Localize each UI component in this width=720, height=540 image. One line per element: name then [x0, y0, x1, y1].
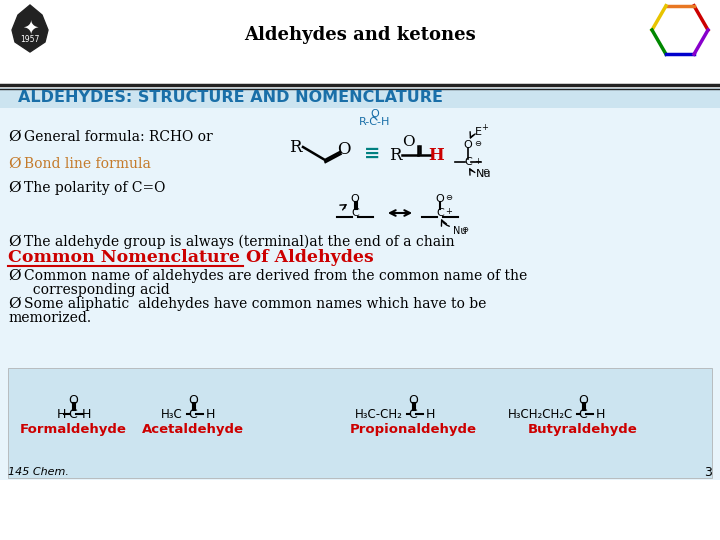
Text: +: +: [474, 157, 481, 165]
Text: C: C: [579, 408, 588, 421]
Text: ≡: ≡: [364, 144, 380, 163]
Text: O: O: [408, 394, 418, 407]
Text: O: O: [436, 194, 444, 204]
Text: H₃CH₂CH₂C: H₃CH₂CH₂C: [508, 408, 573, 421]
Text: ⊖: ⊖: [474, 139, 481, 148]
FancyBboxPatch shape: [8, 368, 712, 478]
Text: H: H: [206, 408, 215, 421]
Polygon shape: [12, 5, 48, 52]
Text: ALDEHYDES: STRUCTURE AND NOMENCLATURE: ALDEHYDES: STRUCTURE AND NOMENCLATURE: [18, 91, 443, 105]
Text: ✦: ✦: [22, 18, 38, 37]
Text: Some aliphatic  aldehydes have common names which have to be: Some aliphatic aldehydes have common nam…: [24, 297, 487, 311]
FancyBboxPatch shape: [0, 88, 720, 108]
Text: Ø: Ø: [8, 297, 21, 311]
Text: Formaldehyde: Formaldehyde: [19, 423, 127, 436]
Text: Ø: Ø: [8, 130, 21, 144]
Text: 1957: 1957: [20, 36, 40, 44]
Text: corresponding acid: corresponding acid: [24, 283, 170, 297]
Text: C: C: [351, 208, 359, 218]
Text: H₃C-CH₂: H₃C-CH₂: [355, 408, 403, 421]
Text: Ø: Ø: [8, 269, 21, 283]
Text: O: O: [371, 109, 379, 119]
Text: C: C: [409, 408, 418, 421]
Text: R: R: [389, 146, 401, 164]
Text: H: H: [56, 408, 66, 421]
Text: O: O: [351, 194, 359, 204]
Text: C: C: [464, 157, 472, 167]
Text: Bond line formula: Bond line formula: [24, 157, 151, 171]
Text: Common name of aldehydes are derived from the common name of the: Common name of aldehydes are derived fro…: [24, 269, 527, 283]
Text: Ø: Ø: [8, 157, 21, 171]
Text: O: O: [578, 394, 588, 407]
Text: C: C: [436, 208, 444, 218]
Text: C: C: [189, 408, 197, 421]
Text: H: H: [428, 146, 444, 164]
Text: R: R: [289, 138, 301, 156]
Text: H₃C: H₃C: [161, 408, 183, 421]
FancyBboxPatch shape: [0, 108, 720, 480]
Text: 3: 3: [704, 465, 712, 478]
Text: R-C-H: R-C-H: [359, 117, 391, 127]
Text: O: O: [337, 141, 351, 159]
Text: General formula: RCHO or: General formula: RCHO or: [24, 130, 212, 144]
Text: The aldehyde group is always (terminal)at the end of a chain: The aldehyde group is always (terminal)a…: [24, 235, 454, 249]
Text: Butyraldehyde: Butyraldehyde: [528, 423, 638, 436]
Text: Ø: Ø: [8, 235, 21, 249]
Text: ⊖: ⊖: [461, 225, 468, 233]
FancyBboxPatch shape: [0, 0, 720, 85]
Text: O: O: [188, 394, 198, 407]
Text: ⊖: ⊖: [482, 166, 489, 176]
Text: Nu: Nu: [476, 169, 492, 179]
Text: ⊖: ⊖: [445, 192, 452, 201]
Text: Propionaldehyde: Propionaldehyde: [349, 423, 477, 436]
Text: O: O: [68, 394, 78, 407]
Text: Common Nomenclature Of Aldehydes: Common Nomenclature Of Aldehydes: [8, 249, 374, 267]
Text: +: +: [445, 206, 452, 215]
Text: memorized.: memorized.: [8, 311, 91, 325]
Text: O: O: [402, 135, 414, 149]
Text: H: H: [81, 408, 91, 421]
Text: H: H: [426, 408, 436, 421]
Text: C: C: [68, 408, 77, 421]
Text: The polarity of C=O: The polarity of C=O: [24, 181, 166, 195]
Text: E: E: [475, 127, 482, 137]
Text: 145 Chem.: 145 Chem.: [8, 467, 69, 477]
Text: Nu: Nu: [453, 226, 467, 236]
Text: +: +: [481, 124, 488, 132]
Text: H: H: [596, 408, 606, 421]
Text: O: O: [464, 140, 472, 150]
Text: Acetaldehyde: Acetaldehyde: [142, 423, 244, 436]
Text: Ø: Ø: [8, 181, 21, 195]
Text: Aldehydes and ketones: Aldehydes and ketones: [244, 26, 476, 44]
